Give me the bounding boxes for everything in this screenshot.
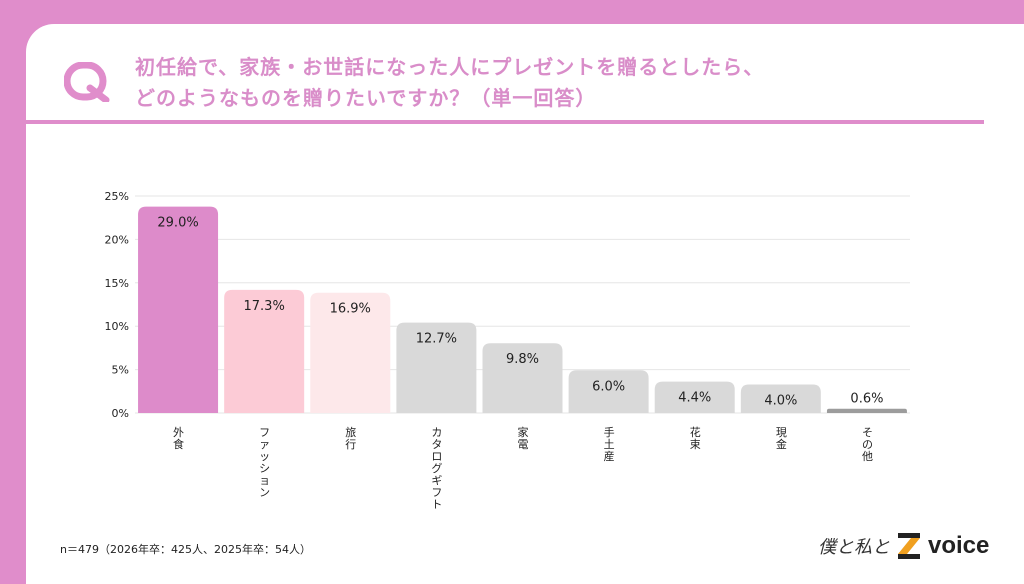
y-tick-label: 25%: [105, 190, 129, 203]
bar: [310, 292, 391, 413]
q-letter-icon: [64, 62, 110, 102]
category-label: 花束: [690, 426, 701, 451]
title-line-1: 初任給で、家族・お世話になった人にプレゼントを贈るとしたら、: [135, 55, 765, 79]
bar: [568, 370, 649, 413]
category-label: 家電: [518, 425, 529, 451]
data-label: 29.0%: [157, 216, 198, 231]
y-tick-label: 15%: [105, 277, 129, 290]
title-divider: [26, 120, 984, 124]
data-label: 0.6%: [850, 392, 883, 407]
data-label: 16.9%: [330, 302, 371, 317]
logo-voice: voice: [928, 532, 990, 559]
bar: [740, 384, 821, 413]
category-label: 手土産: [604, 425, 615, 463]
y-tick-label: 0%: [112, 407, 129, 420]
bar: [138, 206, 219, 413]
sample-size-note: n＝479（2026年卒：425人、2025年卒：54人）: [60, 543, 311, 556]
data-label: 9.8%: [506, 352, 539, 367]
z-logo-mark: [898, 533, 920, 559]
brand-logo: 僕と私と voice: [818, 532, 989, 560]
category-label: その他: [862, 426, 873, 463]
data-label: 12.7%: [416, 332, 457, 347]
title-line-2: どのようなものを贈りたいですか？（単一回答）: [135, 86, 597, 110]
data-label: 6.0%: [592, 379, 625, 394]
data-label: 17.3%: [244, 299, 285, 314]
bar: [224, 289, 305, 413]
category-label: ファッション: [259, 426, 270, 499]
logo-handwriting: 僕と私と: [818, 537, 890, 558]
data-label: 4.0%: [764, 394, 797, 409]
bar: [396, 322, 477, 413]
category-label: 旅行: [345, 425, 356, 451]
y-tick-label: 10%: [105, 320, 129, 333]
category-label: カタログギフト: [431, 426, 442, 511]
bar: [654, 381, 735, 413]
bar: [482, 343, 563, 413]
question-title: 初任給で、家族・お世話になった人にプレゼントを贈るとしたら、 どのようなものを贈…: [135, 52, 764, 114]
category-label: 現金: [776, 426, 787, 451]
data-label: 4.4%: [678, 391, 711, 406]
category-label: 外食: [173, 426, 184, 451]
y-tick-label: 5%: [112, 364, 129, 377]
y-tick-label: 20%: [105, 233, 129, 246]
bar: [826, 408, 907, 413]
